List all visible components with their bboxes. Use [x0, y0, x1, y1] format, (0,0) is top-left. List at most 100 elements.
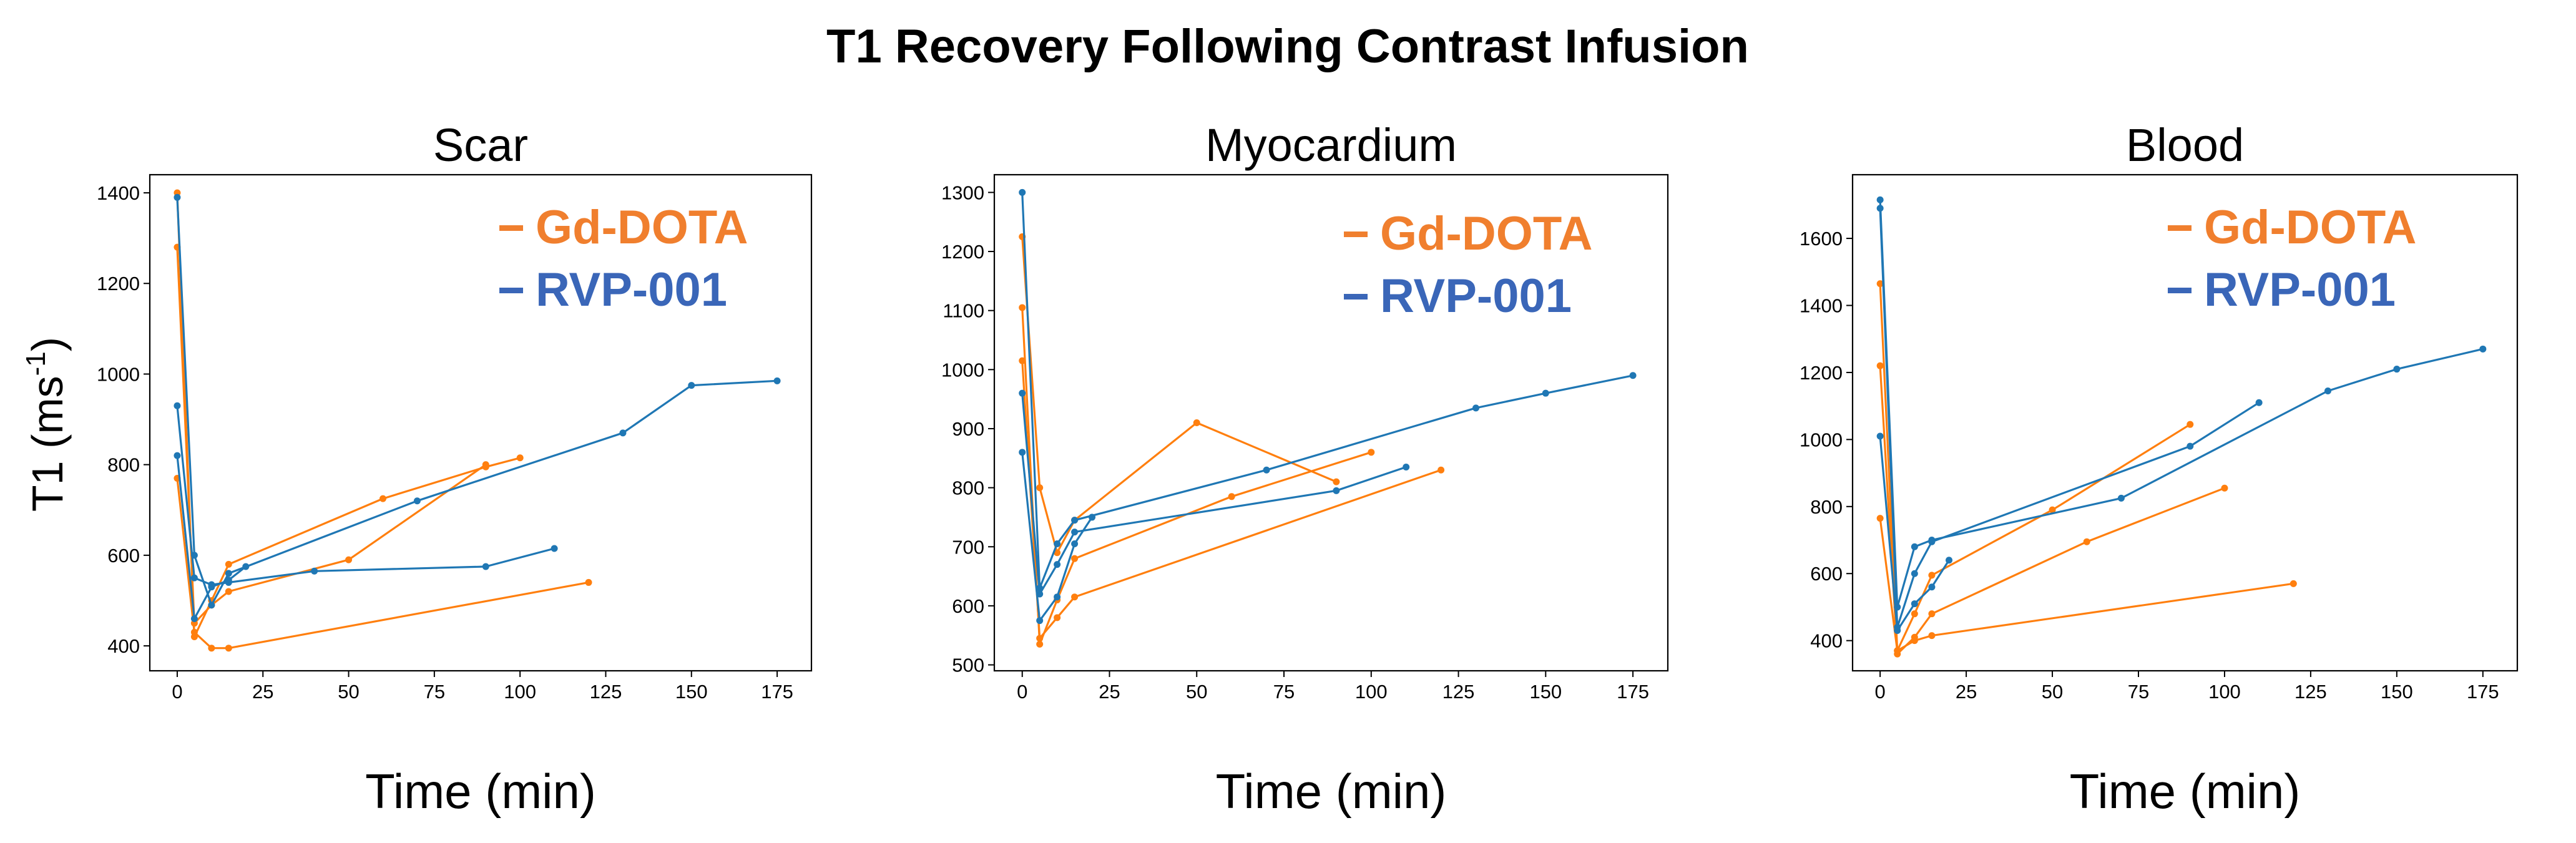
blood-series-line [1879, 208, 2260, 628]
scar-x-tick-label: 150 [675, 681, 708, 703]
myocardium-y-tick-label: 1100 [943, 300, 984, 322]
myocardium-series-rvp-001 [1019, 449, 1096, 625]
blood-x-tick-label: 150 [2381, 681, 2413, 703]
figure-title: T1 Recovery Following Contrast Infusion [826, 20, 1749, 73]
blood-data-point [1911, 543, 1918, 550]
scar-legend-swatch-rvp-001 [499, 288, 523, 293]
myocardium-legend-label-rvp-001: RVP-001 [1380, 270, 1572, 323]
scar-axes-frame [149, 173, 813, 672]
blood-data-point [2117, 494, 2125, 502]
myocardium-data-point [1333, 478, 1340, 485]
myocardium-data-point [1054, 561, 1061, 568]
scar-series-gd-dota [174, 474, 592, 652]
blood-data-point [2393, 366, 2401, 373]
myocardium-legend-label-gd-dota: Gd-DOTA [1380, 207, 1593, 260]
blood-series-line [1879, 200, 2484, 608]
myocardium-legend: Gd-DOTA RVP-001 [1344, 207, 1593, 323]
myocardium-data-point [1089, 514, 1096, 521]
blood-data-point [1911, 637, 1918, 645]
scar-series-gd-dota [174, 243, 489, 627]
blood-x-tick-label: 50 [2042, 681, 2063, 703]
myocardium-y-tick-label: 800 [952, 477, 984, 499]
blood-x-tick-label: 0 [1875, 681, 1886, 703]
y-axis-label-text: T1 (ms [23, 376, 72, 512]
myocardium-data-point [1193, 419, 1200, 426]
blood-series-rvp-001 [1876, 196, 2487, 611]
myocardium-data-point [1403, 463, 1410, 470]
blood-axes-frame [1851, 173, 2519, 672]
blood-legend-swatch-rvp-001 [2168, 288, 2192, 293]
myocardium-data-point [1036, 635, 1044, 642]
scar-y-tick-label: 1400 [97, 182, 140, 204]
scar-data-point [482, 461, 489, 469]
myocardium-data-point [1019, 188, 1026, 196]
scar-series-line [176, 478, 589, 650]
myocardium-data-point [1036, 617, 1044, 625]
blood-y-tick-label: 1200 [1800, 362, 1843, 384]
scar-x-tick-label: 0 [172, 681, 182, 703]
scar-y-tick-label: 800 [107, 454, 140, 476]
scar-series-rvp-001 [174, 452, 250, 623]
scar-data-point [516, 454, 524, 462]
blood-data-point [1928, 572, 1936, 579]
blood-y-tick-label: 1400 [1800, 295, 1843, 316]
myocardium-data-point [1054, 614, 1061, 621]
blood-y-tick-label: 1600 [1800, 228, 1843, 250]
myocardium-data-point [1629, 372, 1637, 379]
myocardium-y-tick-label: 1300 [941, 182, 984, 203]
scar-data-point [345, 556, 353, 563]
myocardium-data-point [1036, 484, 1044, 492]
myocardium-x-tick-label: 50 [1186, 681, 1207, 703]
scar-x-tick-label: 175 [761, 681, 793, 703]
blood-data-point [2324, 387, 2332, 394]
scar-y-tick-label: 400 [107, 635, 140, 657]
myocardium-data-point [1071, 593, 1079, 601]
scar-series-line [176, 406, 555, 586]
myocardium-data-point [1036, 640, 1044, 648]
myocardium-x-tick-label: 175 [1617, 681, 1649, 703]
scar-x-tick-label: 100 [504, 681, 536, 703]
blood-data-point [1928, 632, 1936, 640]
myocardium-data-point [1071, 540, 1079, 548]
scar-legend: Gd-DOTA RVP-001 [499, 201, 748, 316]
blood-subplot: Blood Time (min) 0 25 50 75 100 125 150 175 400 600… [1800, 119, 2519, 819]
myocardium-data-point [1542, 389, 1549, 397]
scar-data-point [208, 583, 215, 591]
scar-x-tick-label: 50 [338, 681, 359, 703]
scar-x-axis-label: Time (min) [365, 764, 596, 819]
scar-data-point [585, 578, 592, 586]
blood-legend: Gd-DOTA RVP-001 [2168, 201, 2417, 316]
myocardium-y-tick-label: 900 [952, 418, 984, 440]
scar-data-point [174, 402, 181, 409]
blood-data-point [2083, 538, 2090, 545]
scar-data-point [208, 645, 215, 652]
myocardium-axes-frame [993, 173, 1669, 672]
blood-data-point [1894, 647, 1901, 655]
blood-data-point [2255, 399, 2263, 406]
myocardium-legend-swatch-gd-dota [1344, 231, 1368, 237]
subplots: Scar Time (min) 0 25 50 75 100 125 150 175 400 600 8… [97, 119, 2519, 819]
scar-data-point [190, 615, 198, 623]
scar-data-point [413, 497, 421, 505]
blood-data-point [2187, 442, 2194, 450]
myocardium-data-point [1019, 449, 1026, 456]
scar-x-tick-label: 25 [252, 681, 273, 703]
myocardium-y-tick-label: 1000 [941, 359, 984, 381]
blood-data-point [2221, 484, 2228, 492]
myocardium-x-tick-label: 150 [1529, 681, 1562, 703]
myocardium-series-line [1021, 236, 1337, 554]
myocardium-x-tick-label: 0 [1017, 681, 1027, 703]
scar-series-line [176, 247, 487, 625]
blood-data-point [2290, 580, 2297, 587]
blood-data-point [1911, 610, 1918, 618]
myocardium-data-point [1054, 549, 1061, 557]
scar-series-line [176, 197, 778, 607]
scar-data-point [619, 429, 627, 437]
blood-data-point [1911, 570, 1918, 577]
blood-x-tick-label: 125 [2294, 681, 2327, 703]
blood-legend-label-rvp-001: RVP-001 [2204, 263, 2396, 316]
myocardium-data-point [1054, 593, 1061, 601]
scar-x-tick-label: 75 [424, 681, 445, 703]
scar-data-point [551, 545, 558, 552]
blood-x-tick-label: 100 [2208, 681, 2241, 703]
